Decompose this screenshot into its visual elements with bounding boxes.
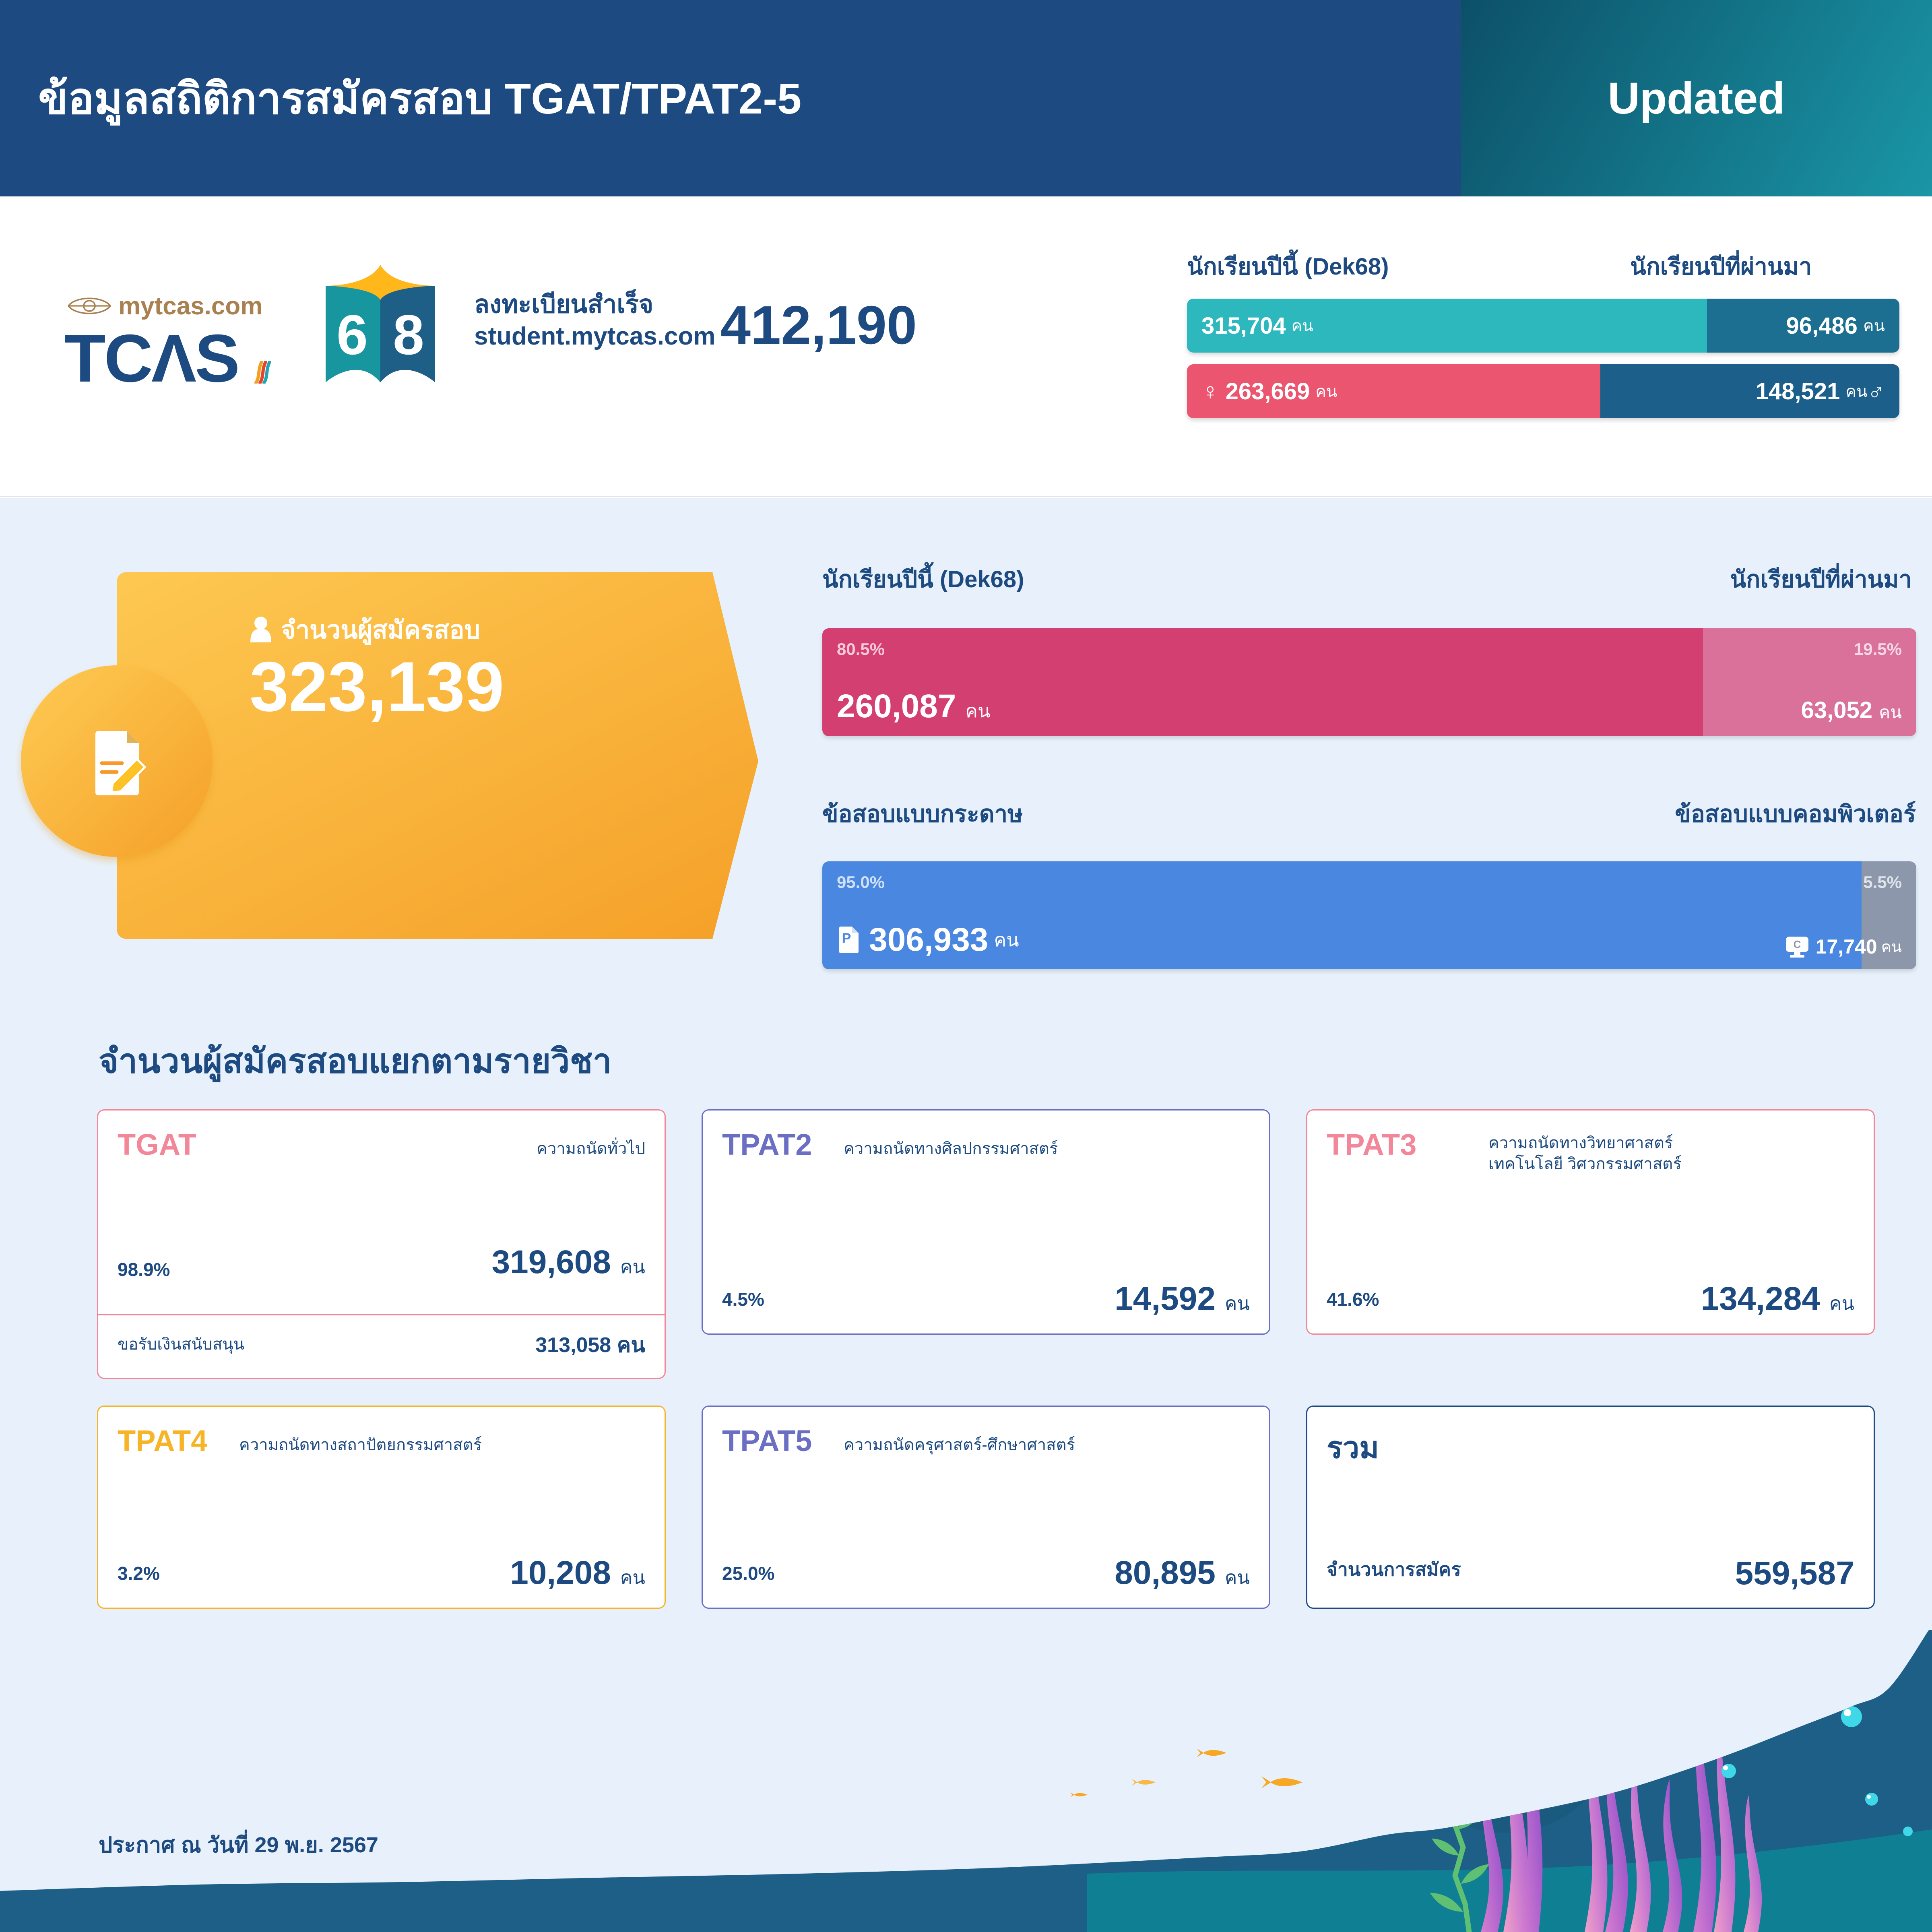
svg-text:P: P [842, 931, 851, 946]
svg-text:8: 8 [393, 303, 424, 366]
svg-text:C: C [1793, 938, 1801, 950]
svg-text:6: 6 [336, 303, 368, 366]
